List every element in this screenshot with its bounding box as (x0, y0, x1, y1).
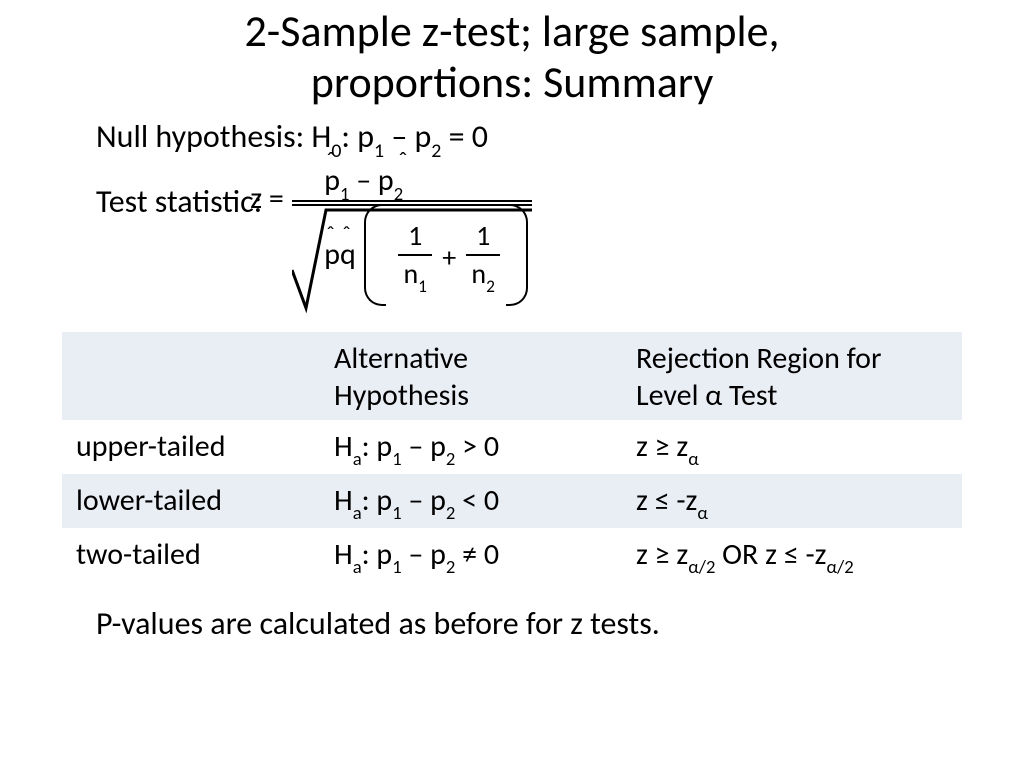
minus: – (349, 162, 378, 199)
null-mid: – p (384, 117, 431, 156)
frac-1-n1: 1 n1 (398, 221, 432, 294)
fraction-bar (292, 200, 532, 202)
null-sub1: 1 (374, 139, 384, 163)
hat-icon: ˆ (398, 146, 407, 175)
slide-title: 2-Sample z-test; large sample, proportio… (0, 6, 1024, 107)
row-rej: z ≤ -zα (622, 474, 962, 528)
table-header-row: Alternative Hypothesis Rejection Region … (62, 332, 962, 420)
test-statistic-formula: z = ˆ p1 – ˆp2 ˆ ˆ pq 1 n1 (272, 164, 552, 324)
n1: n1 (403, 259, 427, 294)
n2: n2 (471, 259, 495, 294)
footer-note: P-values are calculated as before for z … (96, 604, 1024, 643)
hat-icon: ˆ (342, 220, 351, 247)
p2: p (378, 162, 394, 199)
one: 1 (408, 221, 422, 252)
formula-inner: 1 n1 + 1 n2 (390, 212, 508, 302)
left-paren-icon (364, 204, 386, 306)
test-statistic-label: Test statistic: (96, 164, 262, 221)
right-paren-icon (506, 204, 528, 306)
hat-icon: ˆ (326, 220, 335, 247)
row-rej: z ≥ zα/2 OR z ≤ -zα/2 (622, 528, 962, 582)
hat-icon: ˆ (326, 146, 335, 175)
null-tail: = 0 (441, 117, 488, 156)
row-rej: z ≥ zα (622, 420, 962, 474)
plus: + (442, 240, 456, 275)
null-label: Null hypothesis: H (96, 117, 331, 156)
row-name: lower-tailed (62, 474, 320, 528)
slide: 2-Sample z-test; large sample, proportio… (0, 6, 1024, 774)
formula-pq: ˆ ˆ pq (324, 236, 356, 273)
row-alt: Ha: p1 – p2 ≠ 0 (320, 528, 622, 582)
row-name: upper-tailed (62, 420, 320, 474)
formula-zeq: z = (250, 180, 284, 217)
fraction-bar (292, 204, 532, 206)
title-line-2: proportions: Summary (311, 55, 714, 109)
row-alt: Ha: p1 – p2 > 0 (320, 420, 622, 474)
test-statistic-row: Test statistic: z = ˆ p1 – ˆp2 ˆ ˆ pq 1 (96, 164, 1024, 324)
null-hypothesis: Null hypothesis: H0: p1 – p2 = 0 (96, 115, 964, 162)
row-name: two-tailed (62, 528, 320, 582)
frac-1-n2: 1 n2 (466, 221, 500, 294)
title-line-1: 2-Sample z-test; large sample, (244, 4, 779, 58)
one: 1 (476, 221, 490, 252)
table-row: lower-tailed Ha: p1 – p2 < 0 z ≤ -zα (62, 474, 962, 528)
header-blank (62, 332, 320, 420)
table-row: two-tailed Ha: p1 – p2 ≠ 0 z ≥ zα/2 OR z… (62, 528, 962, 582)
null-rest: : p (341, 117, 374, 156)
null-sub2: 2 (431, 139, 441, 163)
header-rej: Rejection Region for Level α Test (622, 332, 962, 420)
header-alt: Alternative Hypothesis (320, 332, 622, 420)
table-row: upper-tailed Ha: p1 – p2 > 0 z ≥ zα (62, 420, 962, 474)
row-alt: Ha: p1 – p2 < 0 (320, 474, 622, 528)
summary-table: Alternative Hypothesis Rejection Region … (62, 332, 962, 582)
formula-numerator: ˆ p1 – ˆp2 (324, 162, 403, 202)
